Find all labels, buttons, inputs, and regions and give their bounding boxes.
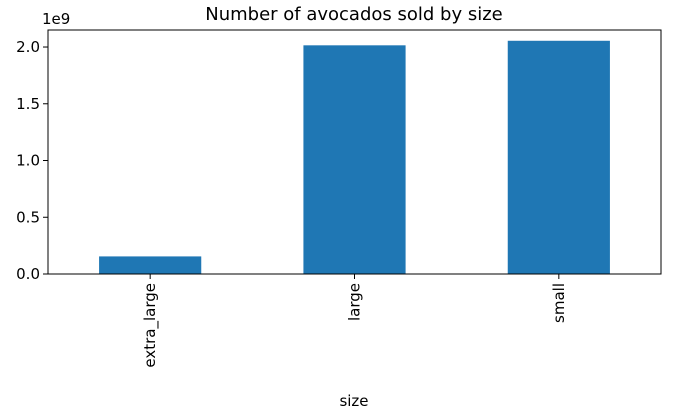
bars	[99, 40, 610, 274]
plot-frame	[47, 29, 662, 275]
x-axis-ticks: extra_large large small	[141, 274, 568, 368]
x-tick-label: large	[346, 283, 364, 321]
bar-extra-large	[99, 256, 202, 274]
y-tick-label: 0.5	[16, 208, 40, 226]
x-tick-label: extra_large	[141, 283, 160, 368]
y-axis-offset-label: 1e9	[42, 10, 70, 28]
y-tick-label: 1.5	[16, 95, 40, 113]
bar-large	[303, 45, 406, 274]
y-tick-label: 0.0	[16, 265, 40, 283]
x-axis-label: size	[339, 392, 368, 410]
bar-small	[507, 40, 610, 274]
x-tick-label: small	[550, 283, 568, 323]
y-tick-label: 2.0	[16, 38, 40, 56]
chart-title: Number of avocados sold by size	[205, 4, 503, 25]
y-tick-label: 1.0	[16, 152, 40, 170]
y-axis-ticks: 0.0 0.5 1.0 1.5 2.0	[16, 38, 48, 283]
